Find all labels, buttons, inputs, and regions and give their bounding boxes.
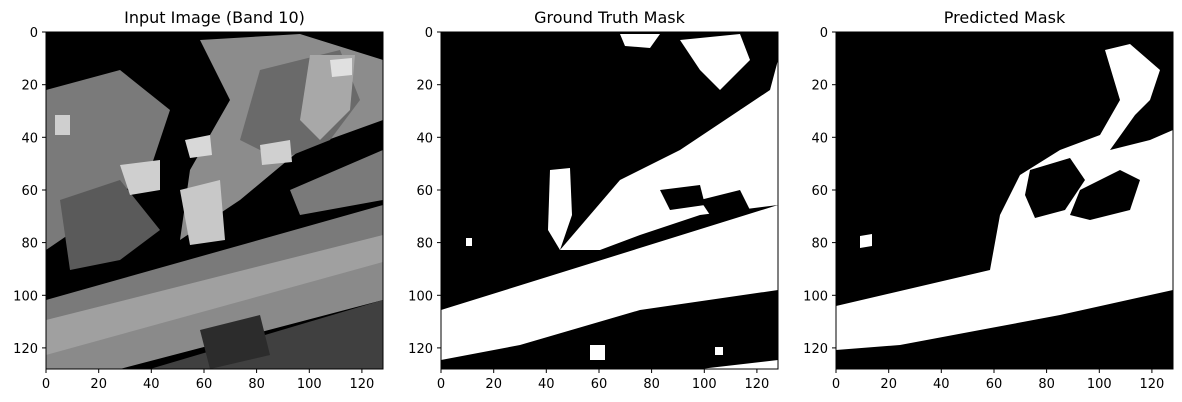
panel-title: Predicted Mask bbox=[944, 8, 1066, 27]
x-tick-label: 0 bbox=[437, 377, 445, 392]
y-tick-label: 80 bbox=[21, 237, 38, 252]
y-tick-label: 40 bbox=[21, 131, 38, 146]
y-tick-label: 60 bbox=[21, 184, 38, 199]
y-tick-label: 120 bbox=[13, 342, 38, 357]
y-axis-ticks: 0 20 40 60 80 100 120 bbox=[408, 26, 441, 357]
x-tick-label: 60 bbox=[591, 377, 608, 392]
y-tick-label: 20 bbox=[21, 79, 38, 94]
x-tick-label: 60 bbox=[986, 377, 1003, 392]
panel-ground-truth-mask: Ground Truth Mask 0 bbox=[408, 8, 779, 392]
y-tick-label: 80 bbox=[811, 237, 828, 252]
y-tick-label: 20 bbox=[416, 79, 433, 94]
y-tick-label: 0 bbox=[820, 26, 828, 41]
y-tick-label: 0 bbox=[425, 26, 433, 41]
x-tick-label: 20 bbox=[90, 377, 107, 392]
x-tick-label: 20 bbox=[485, 377, 502, 392]
x-tick-label: 80 bbox=[248, 377, 265, 392]
y-tick-label: 120 bbox=[803, 342, 828, 357]
x-tick-label: 120 bbox=[1139, 377, 1164, 392]
y-tick-label: 40 bbox=[811, 131, 828, 146]
y-tick-label: 120 bbox=[408, 342, 433, 357]
x-tick-label: 100 bbox=[297, 377, 322, 392]
heatmap-image bbox=[46, 32, 383, 369]
x-tick-label: 80 bbox=[1038, 377, 1055, 392]
x-axis-ticks: 0 20 40 60 80 100 120 bbox=[437, 369, 769, 392]
y-tick-label: 100 bbox=[13, 289, 38, 304]
x-tick-label: 80 bbox=[643, 377, 660, 392]
x-tick-label: 40 bbox=[933, 377, 950, 392]
y-tick-label: 80 bbox=[416, 237, 433, 252]
y-tick-label: 60 bbox=[811, 184, 828, 199]
x-tick-label: 100 bbox=[1087, 377, 1112, 392]
x-tick-label: 0 bbox=[42, 377, 50, 392]
panel-title: Ground Truth Mask bbox=[534, 8, 686, 27]
heatmap-image bbox=[441, 32, 778, 369]
y-tick-label: 100 bbox=[803, 289, 828, 304]
x-tick-label: 60 bbox=[196, 377, 213, 392]
panel-input-image: Input Image (Band 10) bbox=[13, 8, 384, 392]
y-tick-label: 100 bbox=[408, 289, 433, 304]
x-tick-label: 100 bbox=[692, 377, 717, 392]
x-axis-ticks: 0 20 40 60 80 100 120 bbox=[832, 369, 1164, 392]
x-tick-label: 40 bbox=[143, 377, 160, 392]
x-tick-label: 20 bbox=[880, 377, 897, 392]
x-tick-label: 40 bbox=[538, 377, 555, 392]
panel-predicted-mask: Predicted Mask 0 20 40 60 80 100 bbox=[803, 8, 1174, 392]
panel-title: Input Image (Band 10) bbox=[124, 8, 305, 27]
x-tick-label: 120 bbox=[744, 377, 769, 392]
y-tick-label: 60 bbox=[416, 184, 433, 199]
y-tick-label: 40 bbox=[416, 131, 433, 146]
x-tick-label: 120 bbox=[349, 377, 374, 392]
y-axis-ticks: 0 20 40 60 80 100 120 bbox=[13, 26, 46, 357]
x-tick-label: 0 bbox=[832, 377, 840, 392]
x-axis-ticks: 0 20 40 60 80 100 120 bbox=[42, 369, 374, 392]
y-tick-label: 0 bbox=[30, 26, 38, 41]
heatmap-image bbox=[836, 32, 1173, 369]
y-tick-label: 20 bbox=[811, 79, 828, 94]
y-axis-ticks: 0 20 40 60 80 100 120 bbox=[803, 26, 836, 357]
